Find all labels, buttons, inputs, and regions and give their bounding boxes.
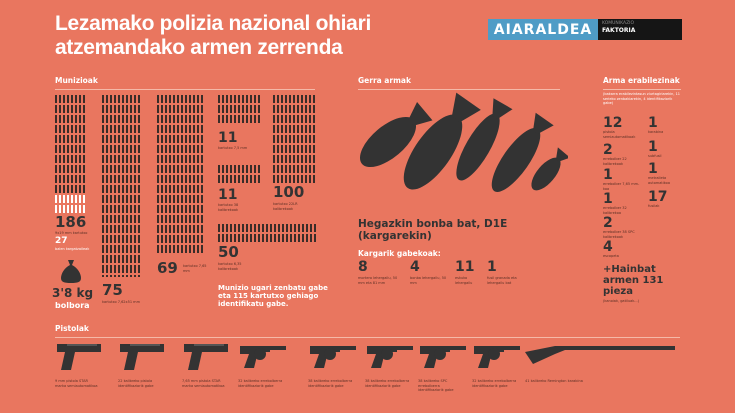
bomb-icon xyxy=(456,98,513,181)
bullets-50 xyxy=(218,224,316,242)
rifle-icon xyxy=(525,346,675,364)
caption: kartutxo 7,65 mm xyxy=(183,264,207,273)
count: 11 xyxy=(218,187,238,203)
caption: subfusil xyxy=(648,154,662,158)
count: 8 xyxy=(358,259,368,275)
pistol-icon xyxy=(120,344,164,370)
intro: (bakarra erabilezintasun ziurtagiriareki… xyxy=(603,92,681,105)
caption: mortero lehergailu, 50 mm eta 81 mm xyxy=(358,276,398,285)
count: 11 xyxy=(455,259,475,275)
pistol-caption: 41 kalibreko Remington karabina xyxy=(525,379,583,383)
caption: eskuko lehergailu xyxy=(455,276,473,285)
caption: pistola semiautomatikoak xyxy=(603,130,636,139)
bomb-icon xyxy=(359,101,433,168)
bullets-11b xyxy=(218,165,260,183)
count: 27 xyxy=(55,236,68,246)
section-arma-erabilezinak: Arma erabilezinak xyxy=(603,76,681,90)
count: 17 xyxy=(648,189,668,205)
pistol-caption: 32 kalibreko errebolberra identifikazior… xyxy=(472,379,517,388)
caption: errebolber 7,65 mm-koa xyxy=(603,182,640,191)
count: 1 xyxy=(603,191,613,207)
page-title: Lezamako polizia nazional ohiari atzeman… xyxy=(55,12,371,59)
count: 1 xyxy=(648,139,658,155)
revolver-icon xyxy=(310,346,356,368)
powder-value: 3'8 kg xyxy=(52,286,94,300)
count: 2 xyxy=(603,142,613,158)
caption: errebolber 32 kalibrekoa xyxy=(603,206,627,215)
pistol-caption: 38 kalibreko errebolberra identifikazior… xyxy=(308,379,353,388)
pistol-caption: 38 kalibreko SPC errebolberra identifika… xyxy=(418,379,454,392)
caption: 9x19 mm kartutxo xyxy=(55,231,88,235)
count: 1 xyxy=(648,115,658,131)
count: 4 xyxy=(603,239,613,255)
bullets-75 xyxy=(102,95,140,277)
count: 1 xyxy=(487,259,497,275)
subheading: Kargarik gabekoak: xyxy=(358,249,441,258)
logo-name: AIARALDEA xyxy=(488,19,598,40)
caption: bonba lehergailu, 50 mm xyxy=(410,276,447,285)
bullets-11a xyxy=(218,95,260,125)
caption: kartutxo 7,62x51 mm xyxy=(102,300,140,304)
count: 1 xyxy=(603,167,613,183)
bomb-icon xyxy=(403,92,481,190)
caption: balen kargatzaileak xyxy=(55,247,90,251)
caption: kartutxo 6,35 kalibrekoak xyxy=(218,262,242,271)
caption: kartutxo 38 kalibrekoak xyxy=(218,203,239,212)
caption: metraileta automatikoa xyxy=(648,176,670,185)
bullets-27 xyxy=(55,195,87,213)
revolver-icon xyxy=(420,346,466,368)
count: 69 xyxy=(157,259,178,277)
logo: AIARALDEA KOMUNIKAZIO FAKTORIA xyxy=(488,19,682,40)
count: 2 xyxy=(603,215,613,231)
munizioak-note: Munizio ugari zenbatu gabe eta 115 kartu… xyxy=(218,284,328,308)
pistol-icon xyxy=(184,344,228,370)
bomb-icon xyxy=(491,112,554,193)
count: 1 xyxy=(648,161,658,177)
extra-caption: (kanoiak, gatiluak...) xyxy=(603,299,639,303)
powder-label: bolbora xyxy=(55,301,90,310)
bullets-69 xyxy=(157,95,203,255)
bullets-100 xyxy=(273,95,315,183)
section-munizioak: Munizioak xyxy=(55,76,315,90)
revolver-icon xyxy=(240,346,286,368)
logo-sub2: FAKTORIA xyxy=(602,27,636,34)
pistol-caption: 22 kalibreko pistola identifikaziorik ga… xyxy=(118,379,154,388)
section-pistolak: Pistolak xyxy=(55,324,680,338)
caption: errebolber 38 SPC kalibrekoak xyxy=(603,230,635,239)
bullets-186 xyxy=(55,95,87,195)
revolver-icon xyxy=(474,346,520,368)
extra-pieces: +Hainbat armen 131 pieza xyxy=(603,264,664,297)
caption: karabina xyxy=(648,130,664,134)
bomb-title: Hegazkin bonba bat, D1E (kargarekin) xyxy=(358,218,508,242)
bombs-illustration xyxy=(359,92,568,193)
section-gerra-armak: Gerra armak xyxy=(358,76,560,90)
caption: fusil granada eta lehergailu bat xyxy=(487,276,517,285)
caption: errebolber 22 kalibrekoak xyxy=(603,157,627,166)
count: 186 xyxy=(55,213,87,231)
revolver-icon xyxy=(367,346,413,368)
caption: fusilak xyxy=(648,204,660,208)
count: 75 xyxy=(102,281,123,299)
caption: escopeta xyxy=(603,254,619,258)
bomb-icon xyxy=(531,147,568,191)
caption: kartutxo 22LR kalibrekoak xyxy=(273,202,298,211)
count: 11 xyxy=(218,130,238,146)
count: 100 xyxy=(273,183,305,201)
count: 50 xyxy=(218,243,239,261)
caption: kartutxo 7,5 mm xyxy=(218,146,248,150)
pistol-caption: 9 mm pistola STAR marka semiautomatikoa xyxy=(55,379,98,388)
count: 4 xyxy=(410,259,420,275)
sack-icon xyxy=(61,260,81,283)
pistol-caption: 32 kalibreko errebolberra identifikazior… xyxy=(238,379,283,388)
logo-sub1: KOMUNIKAZIO xyxy=(602,21,635,26)
pistol-caption: 38 kalibreko errebolberra identifikazior… xyxy=(365,379,410,388)
pistol-caption: 7,65 mm pistola STAR marka semiautomatik… xyxy=(182,379,225,388)
count: 12 xyxy=(603,115,623,131)
pistol-icon xyxy=(57,344,101,370)
